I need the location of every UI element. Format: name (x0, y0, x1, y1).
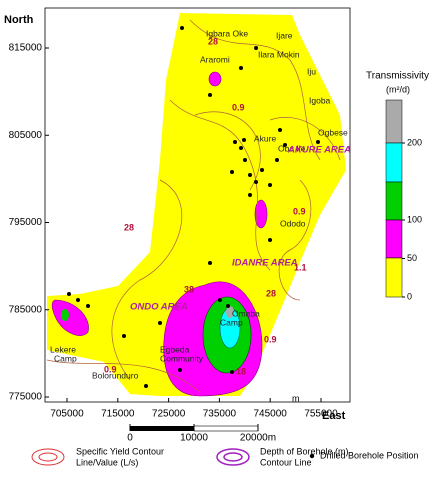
unit-label: m (292, 393, 300, 403)
area-label: IDANRE AREA (232, 258, 298, 269)
y-axis-label: North (4, 14, 34, 26)
place: Omaba (232, 308, 260, 318)
place: Akure (254, 133, 276, 143)
colorbar-tick-label: 100 (407, 214, 422, 224)
area-label: AKURE AREA (287, 145, 351, 156)
x-tick-label: 715000 (101, 409, 135, 420)
contour-value: 28 (124, 222, 134, 232)
scale-bar-label: 10000 (180, 433, 208, 444)
place: Camp (54, 353, 77, 363)
legend-text: Line/Value (L/s) (76, 457, 138, 467)
contour-value: 0.9 (293, 206, 306, 216)
contour-value: 0.9 (232, 102, 245, 112)
y-tick-label: 815000 (9, 43, 43, 54)
contour-value: 38 (184, 284, 194, 294)
place: Araromi (200, 54, 230, 64)
place: Ilara Mokin (258, 49, 300, 59)
x-tick-label: 745000 (254, 409, 288, 420)
place: Community (160, 353, 204, 363)
colorbar-tick-label: 50 (407, 253, 417, 263)
place: Iju (307, 66, 316, 76)
area-label: ONDO AREA (130, 302, 188, 313)
place: Igoba (309, 95, 331, 105)
place: Bolorunduro (92, 370, 139, 380)
y-tick-label: 775000 (9, 392, 43, 403)
contour-value: 0.9 (104, 364, 117, 374)
x-tick-label: 755000 (304, 409, 338, 420)
place: Ododo (280, 218, 306, 228)
place: Lekere (50, 344, 76, 354)
contour-value: 28 (208, 36, 218, 46)
scale-bar-ticks: 0 10000 20000m (127, 424, 276, 444)
boreholes (67, 26, 320, 388)
colorbar-unit: (m²/d) (386, 84, 410, 94)
place: Oba Ile (278, 143, 306, 153)
contour-value: 28 (266, 288, 276, 298)
contour-lines (46, 19, 341, 393)
y-tick-label: 805000 (9, 130, 43, 141)
legend-text: Depth of Borehole (m) (260, 446, 349, 456)
scale-bar-label: 20000m (240, 433, 276, 444)
place: Camp (220, 317, 243, 327)
colorbar (385, 99, 403, 298)
place-labels: Igbara Oke Ijare Ilara Mokin Araromi Iju… (50, 28, 348, 380)
legend-text: Contour Line (260, 457, 312, 467)
colorbar-tick-label: 0 (407, 291, 412, 301)
contour-value: 18 (236, 366, 246, 376)
x-tick-label: 735000 (203, 409, 237, 420)
legend-text: Drilled Borehole Position (320, 450, 419, 460)
axis-ticks: 815000 805000 795000 785000 775000 705000 7150… (9, 43, 338, 420)
colorbar-title: Transmissivity (366, 71, 429, 82)
legend-text: Specific Yield Contour (76, 446, 164, 456)
y-tick-label: 795000 (9, 217, 43, 228)
place: Egbeda (160, 344, 190, 354)
transmissivity-zones (51, 71, 268, 397)
scale-bar-label: 0 (127, 433, 133, 444)
x-axis-label: East (322, 410, 346, 422)
contour-values: 28 28 28 0.9 0.9 0.9 0.9 1.1 38 18 (104, 36, 307, 376)
colorbar-tick-label: 200 (407, 137, 422, 147)
contour-value: 0.9 (264, 334, 277, 344)
place: Ijare (276, 30, 293, 40)
place: Igbara Oke (206, 28, 248, 38)
x-tick-label: 705000 (50, 409, 84, 420)
x-tick-label: 725000 (152, 409, 186, 420)
contour-value: 1.1 (294, 262, 307, 272)
y-tick-label: 785000 (9, 304, 43, 315)
colorbar-ticks: 200 100 50 0 (402, 137, 422, 301)
legend: Specific Yield Contour Line/Value (L/s) … (31, 446, 419, 467)
study-area (47, 13, 346, 396)
place: Ogbese (318, 127, 348, 137)
